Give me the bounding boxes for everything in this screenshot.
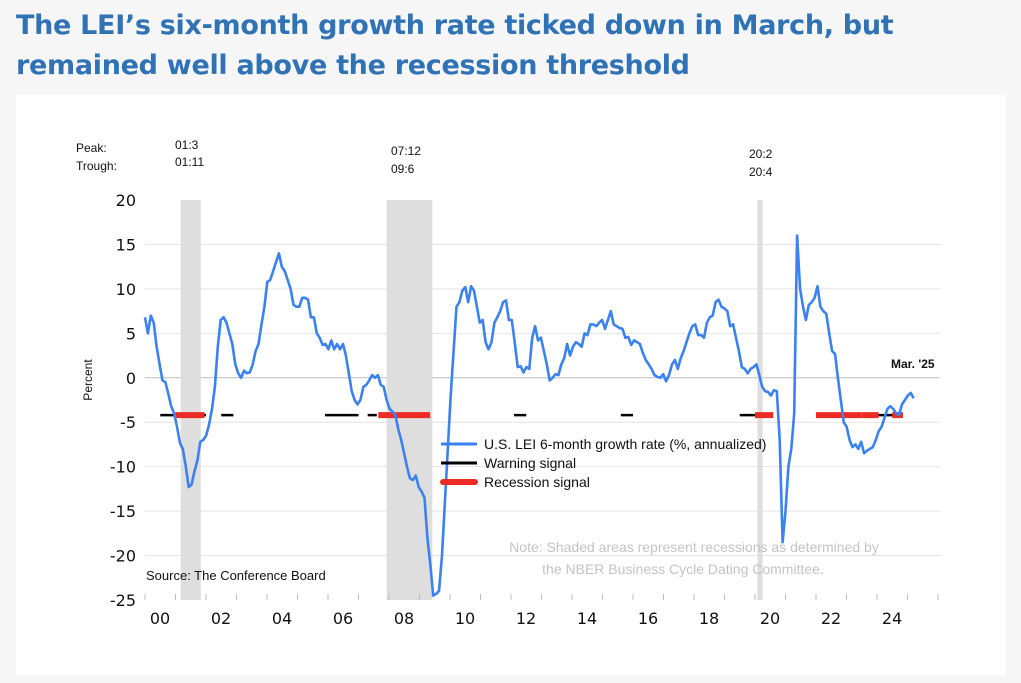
recession-peak-date: 01:3	[175, 138, 199, 152]
recession-band	[757, 200, 763, 600]
y-axis-ticks: 20 15 10 5 0 -5 -10 -15 -20 -25	[110, 191, 136, 610]
series-layer	[143, 234, 915, 597]
note-line-1: Note: Shaded areas represent recessions …	[509, 539, 879, 555]
legend-label-recession: Recession signal	[484, 474, 590, 490]
x-tick-label: 06	[333, 609, 353, 628]
legend-label-lei: U.S. LEI 6-month growth rate (%, annuali…	[484, 436, 766, 452]
trough-label: Trough:	[76, 159, 117, 173]
recession-band	[180, 200, 201, 600]
y-tick-label: -5	[120, 413, 136, 432]
x-tick-label: 10	[455, 609, 475, 628]
recession-shading	[180, 200, 763, 600]
legend: U.S. LEI 6-month growth rate (%, annuali…	[440, 436, 766, 490]
y-tick-label: 15	[116, 235, 136, 254]
y-tick-label: 10	[116, 280, 136, 299]
peak-label: Peak:	[76, 141, 107, 155]
x-tick-label: 16	[638, 609, 658, 628]
last-point-label: Mar. '25	[891, 357, 935, 371]
series-line-lei	[143, 234, 915, 597]
x-tick-label: 14	[577, 609, 597, 628]
x-tick-label: 22	[821, 609, 841, 628]
x-tick-label: 18	[699, 609, 719, 628]
x-axis: 00 02 04 06 08 10 12 14 16 18 20 22 24	[144, 594, 939, 628]
y-tick-label: 0	[126, 369, 136, 388]
x-tick-label: 20	[760, 609, 780, 628]
source-note: Source: The Conference Board	[146, 568, 326, 583]
recession-peak-date: 20:2	[749, 147, 773, 161]
x-tick-label: 12	[516, 609, 536, 628]
recession-peak-date: 07:12	[391, 144, 421, 158]
x-tick-label: 04	[272, 609, 292, 628]
legend-label-warning: Warning signal	[484, 455, 576, 471]
x-tick-label: 24	[882, 609, 902, 628]
y-tick-label: 5	[126, 324, 136, 343]
recession-band	[386, 200, 433, 600]
note-line-2: the NBER Business Cycle Dating Committee…	[542, 561, 824, 577]
y-tick-label: -25	[110, 591, 136, 610]
y-axis-label: Percent	[81, 359, 95, 401]
x-tick-label: 08	[394, 609, 414, 628]
recession-trough-date: 01:11	[175, 155, 204, 169]
recession-trough-date: 20:4	[749, 165, 773, 179]
chart-title: The LEI’s six-month growth rate ticked d…	[16, 10, 894, 81]
y-tick-label: -20	[110, 547, 136, 566]
y-tick-label: -15	[110, 502, 136, 521]
recession-trough-date: 09:6	[391, 162, 415, 176]
x-tick-label: 00	[150, 609, 170, 628]
recession-dates: 01:3 01:11 07:12 09:6 20:2 20:4	[175, 138, 773, 179]
y-tick-label: -10	[110, 458, 136, 477]
x-tick-label: 02	[211, 609, 231, 628]
y-tick-label: 20	[116, 191, 136, 210]
gridlines	[145, 243, 940, 557]
